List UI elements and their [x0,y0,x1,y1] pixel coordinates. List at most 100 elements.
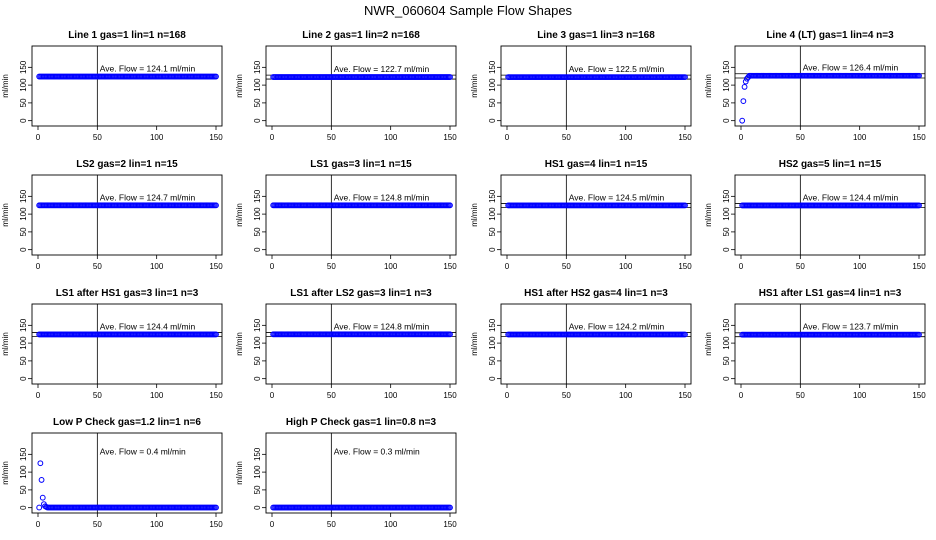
x-tick-label: 0 [505,391,510,400]
panel-5: LS2 gas=2 lin=1 n=15 ml/min Ave. Flow = 12… [1,159,223,271]
y-tick-label: 100 [19,78,28,92]
x-tick-label: 50 [327,520,336,529]
y-tick-label: 150 [488,60,497,74]
y-tick-label: 100 [722,336,731,350]
y-tick-label: 150 [253,60,262,74]
x-tick-label: 150 [912,133,926,142]
average-flow-annotation: Ave. Flow = 0.3 ml/min [334,446,420,456]
x-tick-label: 0 [36,262,41,271]
x-tick-label: 100 [384,133,398,142]
y-tick-label: 100 [253,465,262,479]
x-tick-label: 50 [562,262,571,271]
y-tick-label: 150 [253,189,262,203]
average-flow-annotation: Ave. Flow = 123.7 ml/min [803,322,899,332]
data-point [447,504,453,511]
x-tick-label: 100 [853,133,867,142]
x-tick-label: 50 [562,391,571,400]
x-tick-label: 150 [912,391,926,400]
y-tick-label: 50 [19,485,28,494]
y-tick-label: 100 [19,207,28,221]
y-tick-label: 100 [722,207,731,221]
plot-frame [31,45,223,127]
panel-12: HS1 after LS1 gas=4 lin=1 n=3 ml/min Ave. … [704,288,926,400]
y-axis-label: ml/min [235,461,244,485]
y-tick-label: 50 [722,356,731,365]
x-tick-label: 50 [327,391,336,400]
plot-frame [265,432,457,514]
x-tick-label: 150 [678,391,692,400]
y-tick-label: 50 [488,227,497,236]
y-tick-label: 150 [722,318,731,332]
panel-13: Low P Check gas=1.2 lin=1 n=6 ml/min Ave. … [1,417,223,529]
panel-title: Line 2 gas=1 lin=2 n=168 [302,30,420,41]
panel-2: Line 2 gas=1 lin=2 n=168 ml/min Ave. Flow … [235,30,457,142]
plot-frame [265,174,457,256]
y-tick-label: 150 [722,60,731,74]
y-tick-label: 100 [488,78,497,92]
panel-1: Line 1 gas=1 lin=1 n=168 ml/min Ave. Flow … [1,30,223,142]
y-tick-label: 50 [253,485,262,494]
x-tick-label: 100 [619,391,633,400]
average-flow-annotation: Ave. Flow = 122.5 ml/min [569,64,665,74]
y-tick-label: 0 [19,118,28,123]
y-tick-label: 150 [19,189,28,203]
panel-title: LS1 after LS2 gas=3 lin=1 n=3 [290,288,432,299]
x-tick-label: 150 [209,520,223,529]
x-tick-label: 100 [619,262,633,271]
y-axis-label: ml/min [470,74,479,98]
x-tick-label: 50 [93,391,102,400]
x-tick-label: 150 [209,133,223,142]
x-tick-label: 0 [739,133,744,142]
data-point [916,202,922,209]
y-tick-label: 0 [488,118,497,123]
plot-frame [265,45,457,127]
y-tick-label: 150 [488,189,497,203]
y-tick-label: 0 [722,376,731,381]
plot-frame [31,432,223,514]
data-point [36,504,43,511]
x-tick-label: 100 [619,133,633,142]
y-tick-label: 0 [253,505,262,510]
plot-frame [265,303,457,385]
panel-grid: Line 1 gas=1 lin=1 n=168 ml/min Ave. Flow … [1,30,926,529]
x-tick-label: 50 [93,520,102,529]
data-point [447,74,453,80]
y-axis-label: ml/min [235,203,244,227]
data-point [682,74,688,81]
x-tick-label: 0 [270,133,275,142]
y-axis-label: ml/min [704,332,713,356]
data-point [447,202,453,209]
data-point [682,331,688,338]
x-tick-label: 150 [443,262,457,271]
x-tick-label: 100 [150,520,164,529]
y-tick-label: 50 [488,356,497,365]
y-tick-label: 100 [253,207,262,221]
y-axis-label: ml/min [1,203,10,227]
y-tick-label: 0 [253,118,262,123]
panel-title: LS1 gas=3 lin=1 n=15 [310,159,412,170]
y-axis-label: ml/min [235,74,244,98]
y-tick-label: 0 [488,247,497,252]
panel-title: Line 1 gas=1 lin=1 n=168 [68,30,186,41]
plot-frame [500,174,692,256]
panel-title: LS1 after HS1 gas=3 lin=1 n=3 [56,288,199,299]
y-tick-label: 0 [722,118,731,123]
data-point [37,460,44,467]
y-axis-label: ml/min [704,74,713,98]
figure-title: NWR_060604 Sample Flow Shapes [364,3,573,18]
plot-frame [500,45,692,127]
panel-title: High P Check gas=1 lin=0.8 n=3 [286,417,437,428]
y-tick-label: 50 [19,356,28,365]
y-tick-label: 100 [722,78,731,92]
y-tick-label: 0 [253,376,262,381]
x-tick-label: 100 [384,262,398,271]
x-tick-label: 150 [678,262,692,271]
x-tick-label: 50 [327,262,336,271]
x-tick-label: 150 [209,391,223,400]
x-tick-label: 100 [150,391,164,400]
y-tick-label: 50 [19,227,28,236]
x-tick-label: 100 [853,391,867,400]
x-tick-label: 100 [384,391,398,400]
y-tick-label: 50 [253,227,262,236]
